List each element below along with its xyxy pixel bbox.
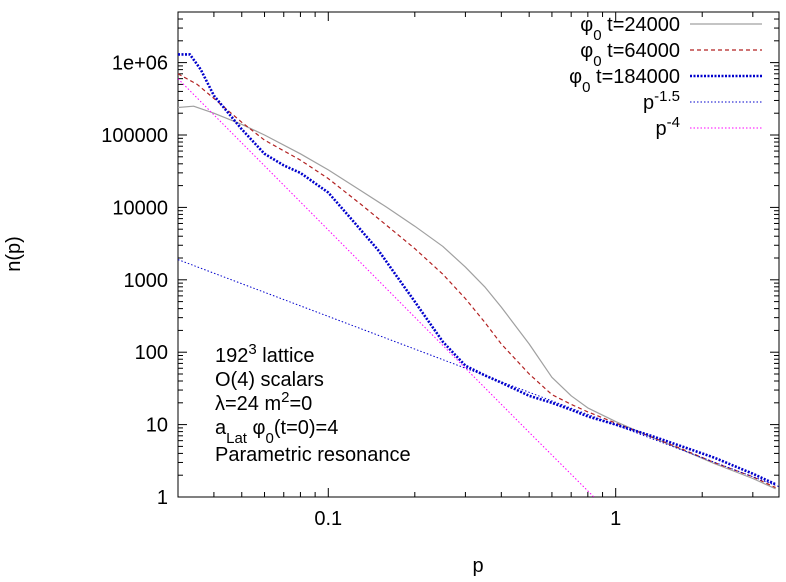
series-line-4 [178, 259, 779, 488]
annotation-line-5: Parametric resonance [215, 444, 411, 466]
annotation-line-1: 1923 lattice [215, 341, 315, 368]
legend-label-1: φ0 t=24000 [580, 14, 680, 44]
legend-label-2: φ0 t=64000 [580, 40, 680, 70]
annotation-line-3: λ=24 m2=0 [215, 389, 312, 416]
annotation-line-2: O(4) scalars [215, 369, 324, 391]
series-line-3 [178, 53, 777, 486]
x-axis-label: p [472, 555, 483, 577]
legend-label-4: p-1.5 [643, 88, 680, 115]
y-tick-label: 1 [157, 487, 168, 509]
y-tick-label: 10 [146, 415, 168, 437]
annotation-line-4: aLat φ0(t=0)=4 [215, 417, 338, 447]
y-tick-label: 100 [135, 342, 168, 364]
y-tick-label: 10000 [112, 197, 168, 219]
y-tick-label: 100000 [101, 125, 168, 147]
series-group [178, 53, 779, 497]
ticks: 1 10 100 1000 10000 100000 1e+06 0.1 1 [101, 11, 779, 530]
y-tick-label: 1000 [124, 270, 169, 292]
x-tick-label: 1 [610, 508, 621, 530]
y-tick-label: 1e+06 [112, 53, 168, 75]
y-axis-label: n(p) [3, 236, 25, 272]
legend-label-5: p-4 [656, 114, 680, 141]
plot-area [177, 11, 780, 498]
legend-label-3: φ0 t=184000 [569, 66, 680, 96]
series-line-2 [178, 73, 776, 489]
x-tick-label: 0.1 [314, 508, 342, 530]
